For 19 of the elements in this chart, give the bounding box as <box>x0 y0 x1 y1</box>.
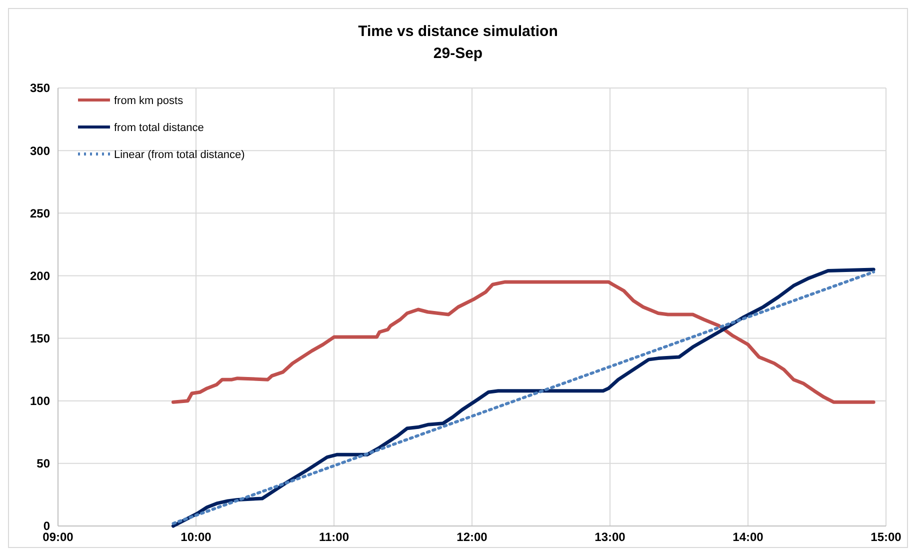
y-tick-label: 150 <box>30 331 50 346</box>
chart-title: Time vs distance simulation <box>358 23 558 40</box>
legend-label: from km posts <box>114 94 184 107</box>
chart-subtitle: 29-Sep <box>433 45 483 62</box>
legend-label: from total distance <box>114 122 204 134</box>
y-tick-label: 300 <box>30 144 50 158</box>
x-tick-label: 14:00 <box>732 530 764 544</box>
x-tick-label: 10:00 <box>180 530 212 544</box>
y-tick-label: 250 <box>30 206 50 220</box>
x-tick-label: 12:00 <box>456 530 488 544</box>
line-series <box>171 280 876 404</box>
y-tick-label: 350 <box>30 81 50 96</box>
y-tick-label: 200 <box>30 268 50 283</box>
legend-label: Linear (from total distance) <box>114 148 245 161</box>
x-tick-label: 15:00 <box>870 530 902 544</box>
y-tick-label: 50 <box>36 456 50 471</box>
x-tick-label: 11:00 <box>318 530 350 544</box>
y-tick-label: 100 <box>30 394 50 408</box>
x-tick-label: 13:00 <box>594 530 626 544</box>
